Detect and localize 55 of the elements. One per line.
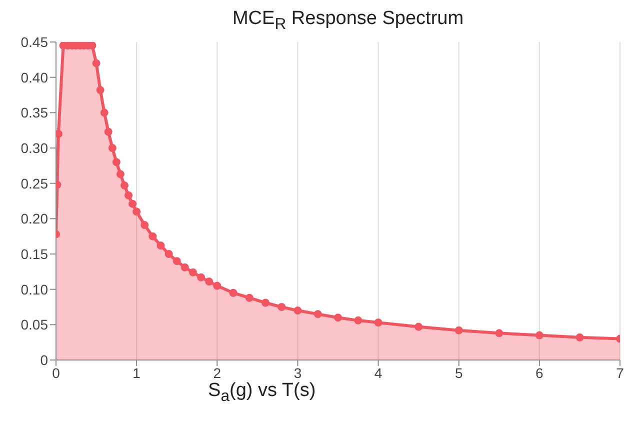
y-tick-label: 0.20 <box>20 210 48 227</box>
point <box>112 158 120 166</box>
point <box>334 314 342 322</box>
y-tick-label: 0.15 <box>20 246 48 262</box>
y-tick-label: 0.45 <box>20 34 48 50</box>
point <box>495 329 504 338</box>
y-tick-label: 0.25 <box>20 175 48 192</box>
point <box>92 59 100 68</box>
x-tick-label: 7 <box>616 364 624 381</box>
point <box>100 108 108 117</box>
y-tick-label: 0.30 <box>20 140 48 156</box>
x-tick-label: 4 <box>374 364 382 381</box>
point <box>314 310 322 318</box>
x-tick-label: 6 <box>536 364 544 381</box>
point <box>156 242 165 250</box>
x-axis-title: S$_{a}$(g) vs T(s) <box>208 380 316 406</box>
point <box>229 288 238 297</box>
point <box>120 181 128 190</box>
x-tick-label: 1 <box>132 364 141 381</box>
point <box>354 316 362 324</box>
y-tick-label: 0.35 <box>20 104 48 121</box>
point <box>245 294 254 302</box>
point <box>128 200 137 208</box>
point <box>414 322 423 331</box>
point <box>148 232 157 240</box>
point <box>213 282 222 290</box>
point <box>261 298 270 307</box>
x-tick-label: 0 <box>52 364 60 381</box>
y-tick-label: 0.40 <box>20 69 48 86</box>
point <box>576 333 584 342</box>
point <box>104 128 112 136</box>
point <box>180 263 189 272</box>
point <box>140 221 149 230</box>
x-tick-label: 2 <box>213 364 222 381</box>
point <box>374 318 382 327</box>
point <box>124 191 133 200</box>
y-tick-label: 0.10 <box>20 281 48 298</box>
point <box>96 86 104 94</box>
point <box>108 144 116 152</box>
point <box>197 273 206 282</box>
point <box>535 331 544 340</box>
point <box>132 208 141 216</box>
chart-title: MCE$_{R}$ Response Spectrum <box>231 8 465 34</box>
point <box>278 303 286 311</box>
point <box>172 257 181 266</box>
point <box>454 326 463 334</box>
x-tick-label: 3 <box>294 364 302 381</box>
x-tick-label: 5 <box>454 364 463 381</box>
point <box>294 306 302 315</box>
point <box>188 268 197 276</box>
y-tick-label: 0.05 <box>20 316 48 333</box>
point <box>164 250 173 258</box>
point <box>116 170 124 178</box>
y-tick-label: 0 <box>40 352 48 368</box>
point <box>205 278 214 286</box>
